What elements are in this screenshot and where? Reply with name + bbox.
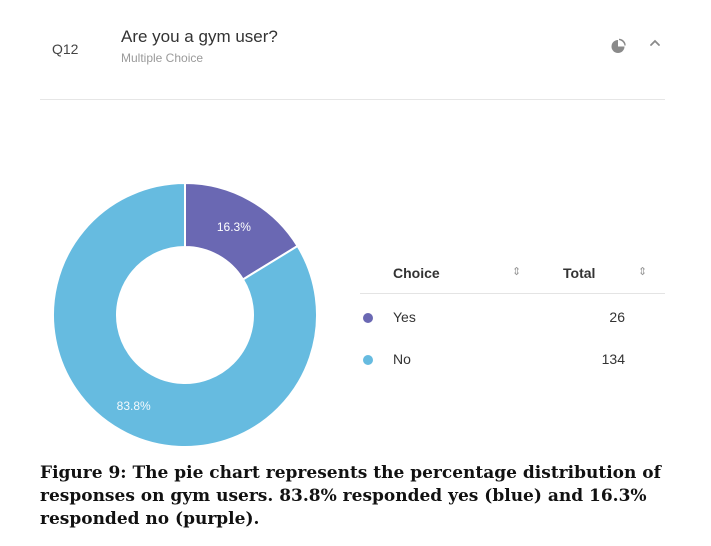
pie-chart-icon[interactable] (610, 38, 626, 54)
header-total[interactable]: Total (563, 265, 596, 281)
table-row: No 134 (360, 349, 665, 373)
sort-choice-icon[interactable]: ⇕ (512, 266, 522, 278)
question-title: Are you a gym user? (121, 27, 278, 46)
total-value: 26 (609, 309, 625, 325)
table-header-divider (360, 293, 665, 294)
choice-label: No (393, 351, 411, 367)
sort-total-icon[interactable]: ⇕ (638, 266, 648, 278)
slice-label-no: 83.8% (117, 399, 151, 413)
chevron-up-icon[interactable] (648, 36, 662, 50)
donut-chart: 16.3% 83.8% (52, 181, 318, 448)
slice-label-yes: 16.3% (217, 220, 251, 234)
header-choice[interactable]: Choice (393, 265, 440, 281)
question-type: Multiple Choice (121, 51, 204, 65)
table-row: Yes 26 (360, 307, 665, 331)
question-number: Q12 (52, 41, 79, 57)
donut-slice-no (52, 181, 318, 448)
header-divider (40, 99, 665, 100)
legend-dot-no (363, 355, 373, 365)
choice-label: Yes (393, 309, 416, 325)
figure-caption: Figure 9: The pie chart represents the p… (40, 463, 661, 529)
legend-dot-yes (363, 313, 373, 323)
total-value: 134 (601, 351, 625, 367)
